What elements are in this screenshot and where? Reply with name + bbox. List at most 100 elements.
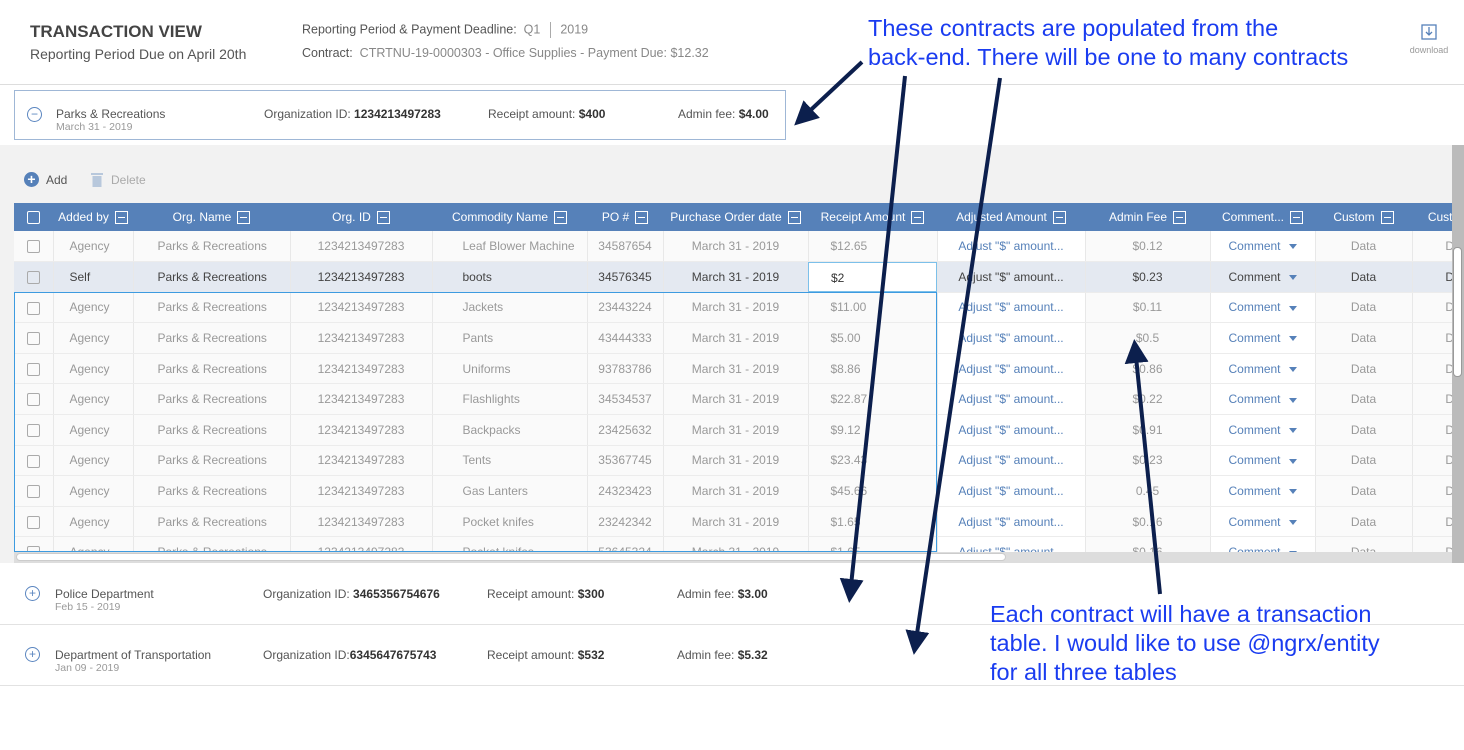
adjust-amount-input-cell[interactable]: Adjust "$" amount... <box>937 506 1086 538</box>
table-row[interactable]: Agency Parks & Recreations 1234213497283 Po… <box>14 506 1452 538</box>
column-menu-icon[interactable] <box>1380 211 1394 225</box>
adjust-amount-input-cell[interactable]: Adjust "$" amount... <box>937 261 1086 293</box>
row-checkbox[interactable] <box>26 424 40 438</box>
comment-dropdown-cell[interactable]: Comment <box>1210 445 1316 477</box>
column-header[interactable]: Org. ID <box>290 203 432 231</box>
row-checkbox[interactable] <box>26 546 40 552</box>
download-button[interactable]: download <box>1404 24 1454 55</box>
column-menu-icon[interactable] <box>787 211 801 225</box>
table-row[interactable]: Agency Parks & Recreations 1234213497283 Fl… <box>14 383 1452 416</box>
column-header[interactable]: Org. Name <box>133 203 290 231</box>
row-checkbox[interactable] <box>26 240 40 254</box>
column-header[interactable]: Receipt Amount <box>808 203 937 231</box>
checkbox-cell[interactable] <box>14 536 54 552</box>
table-row[interactable]: Agency Parks & Recreations 1234213497283 Ga… <box>14 475 1452 507</box>
comment-dropdown-cell[interactable]: Comment <box>1210 292 1316 324</box>
column-label: Org. Name <box>172 209 232 224</box>
checkbox-cell[interactable] <box>14 322 54 354</box>
column-menu-icon[interactable] <box>911 211 925 225</box>
table-row[interactable]: Self Parks & Recreations 1234213497283 boot… <box>14 261 1452 293</box>
po-date-cell: March 31 - 2019 <box>663 292 809 324</box>
row-checkbox[interactable] <box>26 485 40 499</box>
checkbox-cell[interactable] <box>14 506 54 538</box>
column-header[interactable]: Admin Fee <box>1085 203 1210 231</box>
column-header[interactable]: Purchase Order date <box>663 203 808 231</box>
delete-button[interactable]: Delete <box>91 172 146 187</box>
select-all-checkbox[interactable] <box>14 203 53 231</box>
custom-cell: Data <box>1315 261 1413 293</box>
comment-dropdown-cell[interactable]: Comment <box>1210 322 1316 354</box>
row-checkbox[interactable] <box>26 301 40 315</box>
horizontal-scrollbar[interactable] <box>14 552 1452 563</box>
adjust-amount-input-cell[interactable]: Adjust "$" amount... <box>937 231 1086 263</box>
column-menu-icon[interactable] <box>1173 211 1187 225</box>
adjust-amount-input-cell[interactable]: Adjust "$" amount... <box>937 445 1086 477</box>
cell-text: Agency <box>69 422 110 437</box>
column-menu-icon[interactable] <box>114 211 128 225</box>
comment-dropdown-cell[interactable]: Comment <box>1210 383 1316 416</box>
table-row[interactable]: Agency Parks & Recreations 1234213497283 Po… <box>14 536 1452 552</box>
row-checkbox[interactable] <box>26 271 40 285</box>
comment-dropdown-cell[interactable]: Comment <box>1210 414 1316 446</box>
expand-icon[interactable]: + <box>25 586 40 601</box>
table-row[interactable]: Agency Parks & Recreations 1234213497283 Te… <box>14 445 1452 477</box>
column-menu-icon[interactable] <box>1290 211 1303 225</box>
adjust-amount-input-cell[interactable]: Adjust "$" amount... <box>937 536 1086 552</box>
column-menu-icon[interactable] <box>1052 211 1066 225</box>
column-header[interactable]: PO # <box>587 203 663 231</box>
column-menu-icon[interactable] <box>237 211 251 225</box>
contract-row-parks[interactable]: − Parks & Recreations March 31 - 2019 Org… <box>14 90 786 140</box>
cell-text: Data <box>1350 392 1377 407</box>
checkbox-cell[interactable] <box>14 475 54 507</box>
column-menu-icon[interactable] <box>635 211 649 225</box>
row-checkbox[interactable] <box>26 362 40 376</box>
contract-row-transportation[interactable]: + Department of Transportation Jan 09 - 2… <box>0 626 1464 686</box>
collapse-icon[interactable]: − <box>27 107 42 122</box>
comment-dropdown-cell[interactable]: Comment <box>1210 261 1316 293</box>
vertical-scrollbar[interactable] <box>1452 145 1464 563</box>
table-row[interactable]: Agency Parks & Recreations 1234213497283 Un… <box>14 353 1452 385</box>
table-row[interactable]: Agency Parks & Recreations 1234213497283 Le… <box>14 231 1452 263</box>
comment-dropdown-cell[interactable]: Comment <box>1210 353 1316 385</box>
checkbox-cell[interactable] <box>14 231 54 263</box>
table-row[interactable]: Agency Parks & Recreations 1234213497283 Ja… <box>14 292 1452 324</box>
column-header[interactable]: Comment... <box>1210 203 1315 231</box>
add-button[interactable]: + Add <box>24 172 67 187</box>
comment-dropdown-cell[interactable]: Comment <box>1210 231 1316 263</box>
column-header[interactable]: Added by <box>53 203 133 231</box>
adjust-amount-input-cell[interactable]: Adjust "$" amount... <box>937 292 1086 324</box>
row-checkbox[interactable] <box>26 515 40 529</box>
adjust-amount-input-cell[interactable]: Adjust "$" amount... <box>937 353 1086 385</box>
expand-icon[interactable]: + <box>25 647 40 662</box>
column-menu-icon[interactable] <box>376 211 390 225</box>
row-checkbox[interactable] <box>26 393 40 407</box>
column-header[interactable]: Commodity Name <box>432 203 587 231</box>
adjust-amount-input-cell[interactable]: Adjust "$" amount... <box>937 414 1086 446</box>
po-number-cell: 34576345 <box>587 261 664 293</box>
row-checkbox[interactable] <box>26 332 40 346</box>
checkbox-cell[interactable] <box>14 414 54 446</box>
table-row[interactable]: Agency Parks & Recreations 1234213497283 Pa… <box>14 322 1452 354</box>
period-label: Reporting Period & Payment Deadline: <box>302 22 517 37</box>
column-header[interactable]: Custom <box>1412 203 1452 231</box>
adjust-amount-input-cell[interactable]: Adjust "$" amount... <box>937 383 1086 416</box>
table-row[interactable]: Agency Parks & Recreations 1234213497283 Ba… <box>14 414 1452 446</box>
checkbox-cell[interactable] <box>14 383 54 416</box>
receipt-amount-edit-input[interactable]: $2 <box>808 262 937 292</box>
checkbox-cell[interactable] <box>14 353 54 385</box>
checkbox-cell[interactable] <box>14 261 54 293</box>
column-header[interactable]: Adjusted Amount <box>937 203 1085 231</box>
comment-dropdown-cell[interactable]: Comment <box>1210 506 1316 538</box>
column-menu-icon[interactable] <box>554 211 568 225</box>
adjust-amount-input-cell[interactable]: Adjust "$" amount... <box>937 475 1086 507</box>
comment-dropdown-cell[interactable]: Comment <box>1210 475 1316 507</box>
org-id: Organization ID:6345647675743 <box>263 648 437 662</box>
checkbox-cell[interactable] <box>14 292 54 324</box>
adjust-amount-input-cell[interactable]: Adjust "$" amount... <box>937 322 1086 354</box>
checkbox-cell[interactable] <box>14 445 54 477</box>
comment-dropdown-cell[interactable]: Comment <box>1210 536 1316 552</box>
contract-row-police[interactable]: + Police Department Feb 15 - 2019 Organiz… <box>0 563 1464 625</box>
cell-text: Agency <box>69 392 110 407</box>
column-header[interactable]: Custom <box>1315 203 1412 231</box>
row-checkbox[interactable] <box>26 454 40 468</box>
